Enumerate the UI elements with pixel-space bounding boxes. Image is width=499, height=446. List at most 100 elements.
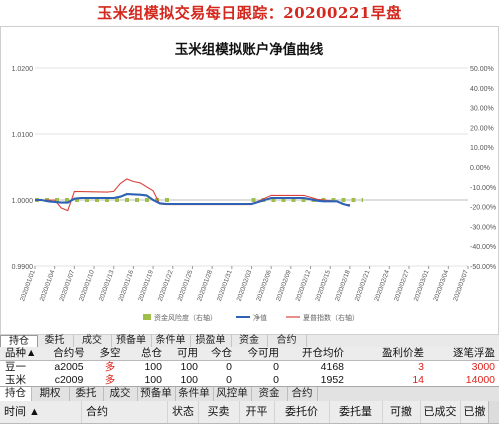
tab-positions-2[interactable]: 成交 [73,335,112,347]
tab-orders-6[interactable]: 风控单 [213,387,252,401]
position-cell-total: 100 [144,374,162,386]
positions-col-header[interactable]: 今可用 [247,347,280,359]
position-cell-float_pnl: 14000 [465,374,495,386]
position-cell-float_pnl: 3000 [471,361,495,373]
y-right-tick-label: -20.00% [470,205,496,212]
orders-scroll-indicator[interactable] [488,401,499,423]
page-title-banner: 玉米组模拟交易每日跟踪：20200221早盘 [97,4,402,22]
tab-orders-5[interactable]: 条件单 [175,387,214,401]
positions-col-header[interactable]: 开仓均价 [302,347,344,359]
positions-col-header[interactable]: 多空 [99,347,121,359]
position-cell-contract: a2005 [54,361,84,373]
y-left-tick-label: 0.9900 [12,264,34,271]
y-right-tick-label: 50.00% [470,66,494,73]
tab-positions-6[interactable]: 资金 [231,335,268,347]
orders-tabbar: 持仓 期权 委托 成交 预备单 条件单 风控单 资金 合约 [0,386,499,402]
orders-col-header[interactable]: 时间 ▲ [0,401,82,423]
orders-col-header[interactable]: 状态 [168,401,199,423]
tab-orders-8[interactable]: 合约 [287,387,318,401]
x-tick-label: 2020/03/07 [452,269,470,302]
orders-col-header[interactable]: 可撤 [382,401,421,423]
position-cell-today: 0 [226,374,232,386]
x-tick-label: 2020/01/10 [78,269,96,302]
net-value-series-line [35,193,351,207]
positions-col-header[interactable]: 盈利价差 [382,347,424,359]
x-tick-label: 2020/02/03 [236,269,254,302]
positions-col-header[interactable]: 逐笔浮盈 [453,347,495,359]
y-right-tick-label: -10.00% [470,185,496,192]
tab-positions-3[interactable]: 预备单 [111,335,152,347]
y-right-tick-label: -50.00% [470,264,496,271]
tab-orders-1[interactable]: 期权 [31,387,70,401]
tab-positions-4[interactable]: 条件单 [151,335,191,347]
tab-positions-7[interactable]: 合约 [267,335,307,347]
positions-col-header[interactable]: 可用 [177,347,198,359]
x-tick-label: 2020/01/28 [196,269,214,302]
x-tick-label: 2020/01/07 [59,269,77,302]
tab-positions-0[interactable]: 持仓 [0,335,38,348]
x-tick-label: 2020/02/15 [314,269,332,302]
x-tick-label: 2020/01/13 [98,269,116,302]
tab-orders-0[interactable]: 持仓 [0,387,32,401]
position-cell-direction: 多 [104,361,116,373]
x-tick-label: 2020/02/18 [334,269,352,302]
position-cell-today_avail: 0 [273,374,279,386]
tab-orders-2[interactable]: 委托 [69,387,104,401]
position-cell-today_avail: 0 [273,361,279,373]
y-right-tick-label: 40.00% [470,86,494,93]
x-tick-label: 2020/02/27 [393,269,411,302]
tab-orders-3[interactable]: 成交 [103,387,138,401]
orders-list [0,424,499,446]
position-cell-avail: 100 [180,361,198,373]
x-tick-label: 2020/03/01 [413,269,431,302]
position-cell-avail: 100 [180,374,198,386]
position-cell-profit_spread: 3 [418,361,424,373]
tab-positions-1[interactable]: 委托 [36,335,74,347]
x-tick-label: 2020/01/22 [157,269,175,302]
position-row[interactable]: 豆一 a2005 多 100 100 0 0 4168 3 3000 [0,361,499,375]
positions-col-header[interactable]: 今仓 [211,347,232,359]
tab-orders-7[interactable]: 资金 [251,387,288,401]
x-tick-label: 2020/01/25 [177,269,195,302]
position-cell-product: 玉米 [5,374,26,386]
x-tick-label: 2020/02/24 [373,269,391,302]
position-cell-direction: 多 [104,374,116,386]
orders-col-header[interactable]: 已撤 [460,401,490,423]
orders-col-header[interactable]: 合约 [82,401,168,423]
position-cell-contract: c2009 [54,374,84,386]
position-cell-product: 豆一 [5,361,26,373]
y-left-tick-label: 1.0200 [12,66,34,73]
orders-col-header[interactable]: 买卖 [198,401,240,423]
x-tick-label: 2020/01/31 [216,269,234,302]
orders-header: 时间 ▲ 合约 状态 买卖 开平 委托价 委托量 可撤 已成交 已撤 [0,401,499,424]
positions-header: 品种▲ 合约号 多空 总仓 可用 今仓 今可用 开仓均价 盈利价差 逐笔浮盈 [0,347,499,361]
positions-col-header[interactable]: 品种▲ [5,347,37,359]
x-tick-label: 2020/02/21 [354,269,372,302]
position-cell-total: 100 [144,361,162,373]
x-tick-label: 2020/03/04 [432,269,450,302]
tab-positions-5[interactable]: 损盈单 [190,335,232,347]
legend-swatch-risk [143,314,151,320]
positions-col-header[interactable]: 总仓 [141,347,162,359]
x-tick-label: 2020/01/19 [137,269,155,302]
trading-panel: 持仓 委托 成交 预备单 条件单 损盈单 资金 合约 品种▲ 合约号 多空 总仓 可用 今仓 今可用 开仓均… [0,335,499,446]
orders-col-header[interactable]: 已成交 [420,401,461,423]
y-left-tick-label: 1.0000 [12,198,34,205]
legend-label: 净值 [253,313,267,322]
x-tick-label: 2020/01/16 [118,269,136,302]
chart-title: 玉米组模拟账户净值曲线 [175,41,324,58]
chart-frame [0,26,499,335]
x-tick-label: 2020/01/01 [19,269,37,302]
x-tick-label: 2020/02/06 [255,269,273,302]
positions-col-header[interactable]: 合约号 [53,347,85,359]
orders-col-header[interactable]: 委托价 [274,401,330,423]
orders-col-header[interactable]: 开平 [239,401,275,423]
y-right-tick-label: 20.00% [470,125,494,132]
net-value-chart: 玉米组模拟账户净值曲线 0.9900 1.0000 1.0100 1.0200 50.00… [12,41,497,322]
position-cell-open_avg: 1952 [320,374,344,386]
y-left-tick-label: 1.0100 [12,132,34,139]
x-tick-label: 2020/02/12 [295,269,313,302]
y-right-tick-label: 30.00% [470,106,494,113]
tab-orders-4[interactable]: 预备单 [137,387,176,401]
orders-col-header[interactable]: 委托量 [329,401,383,423]
